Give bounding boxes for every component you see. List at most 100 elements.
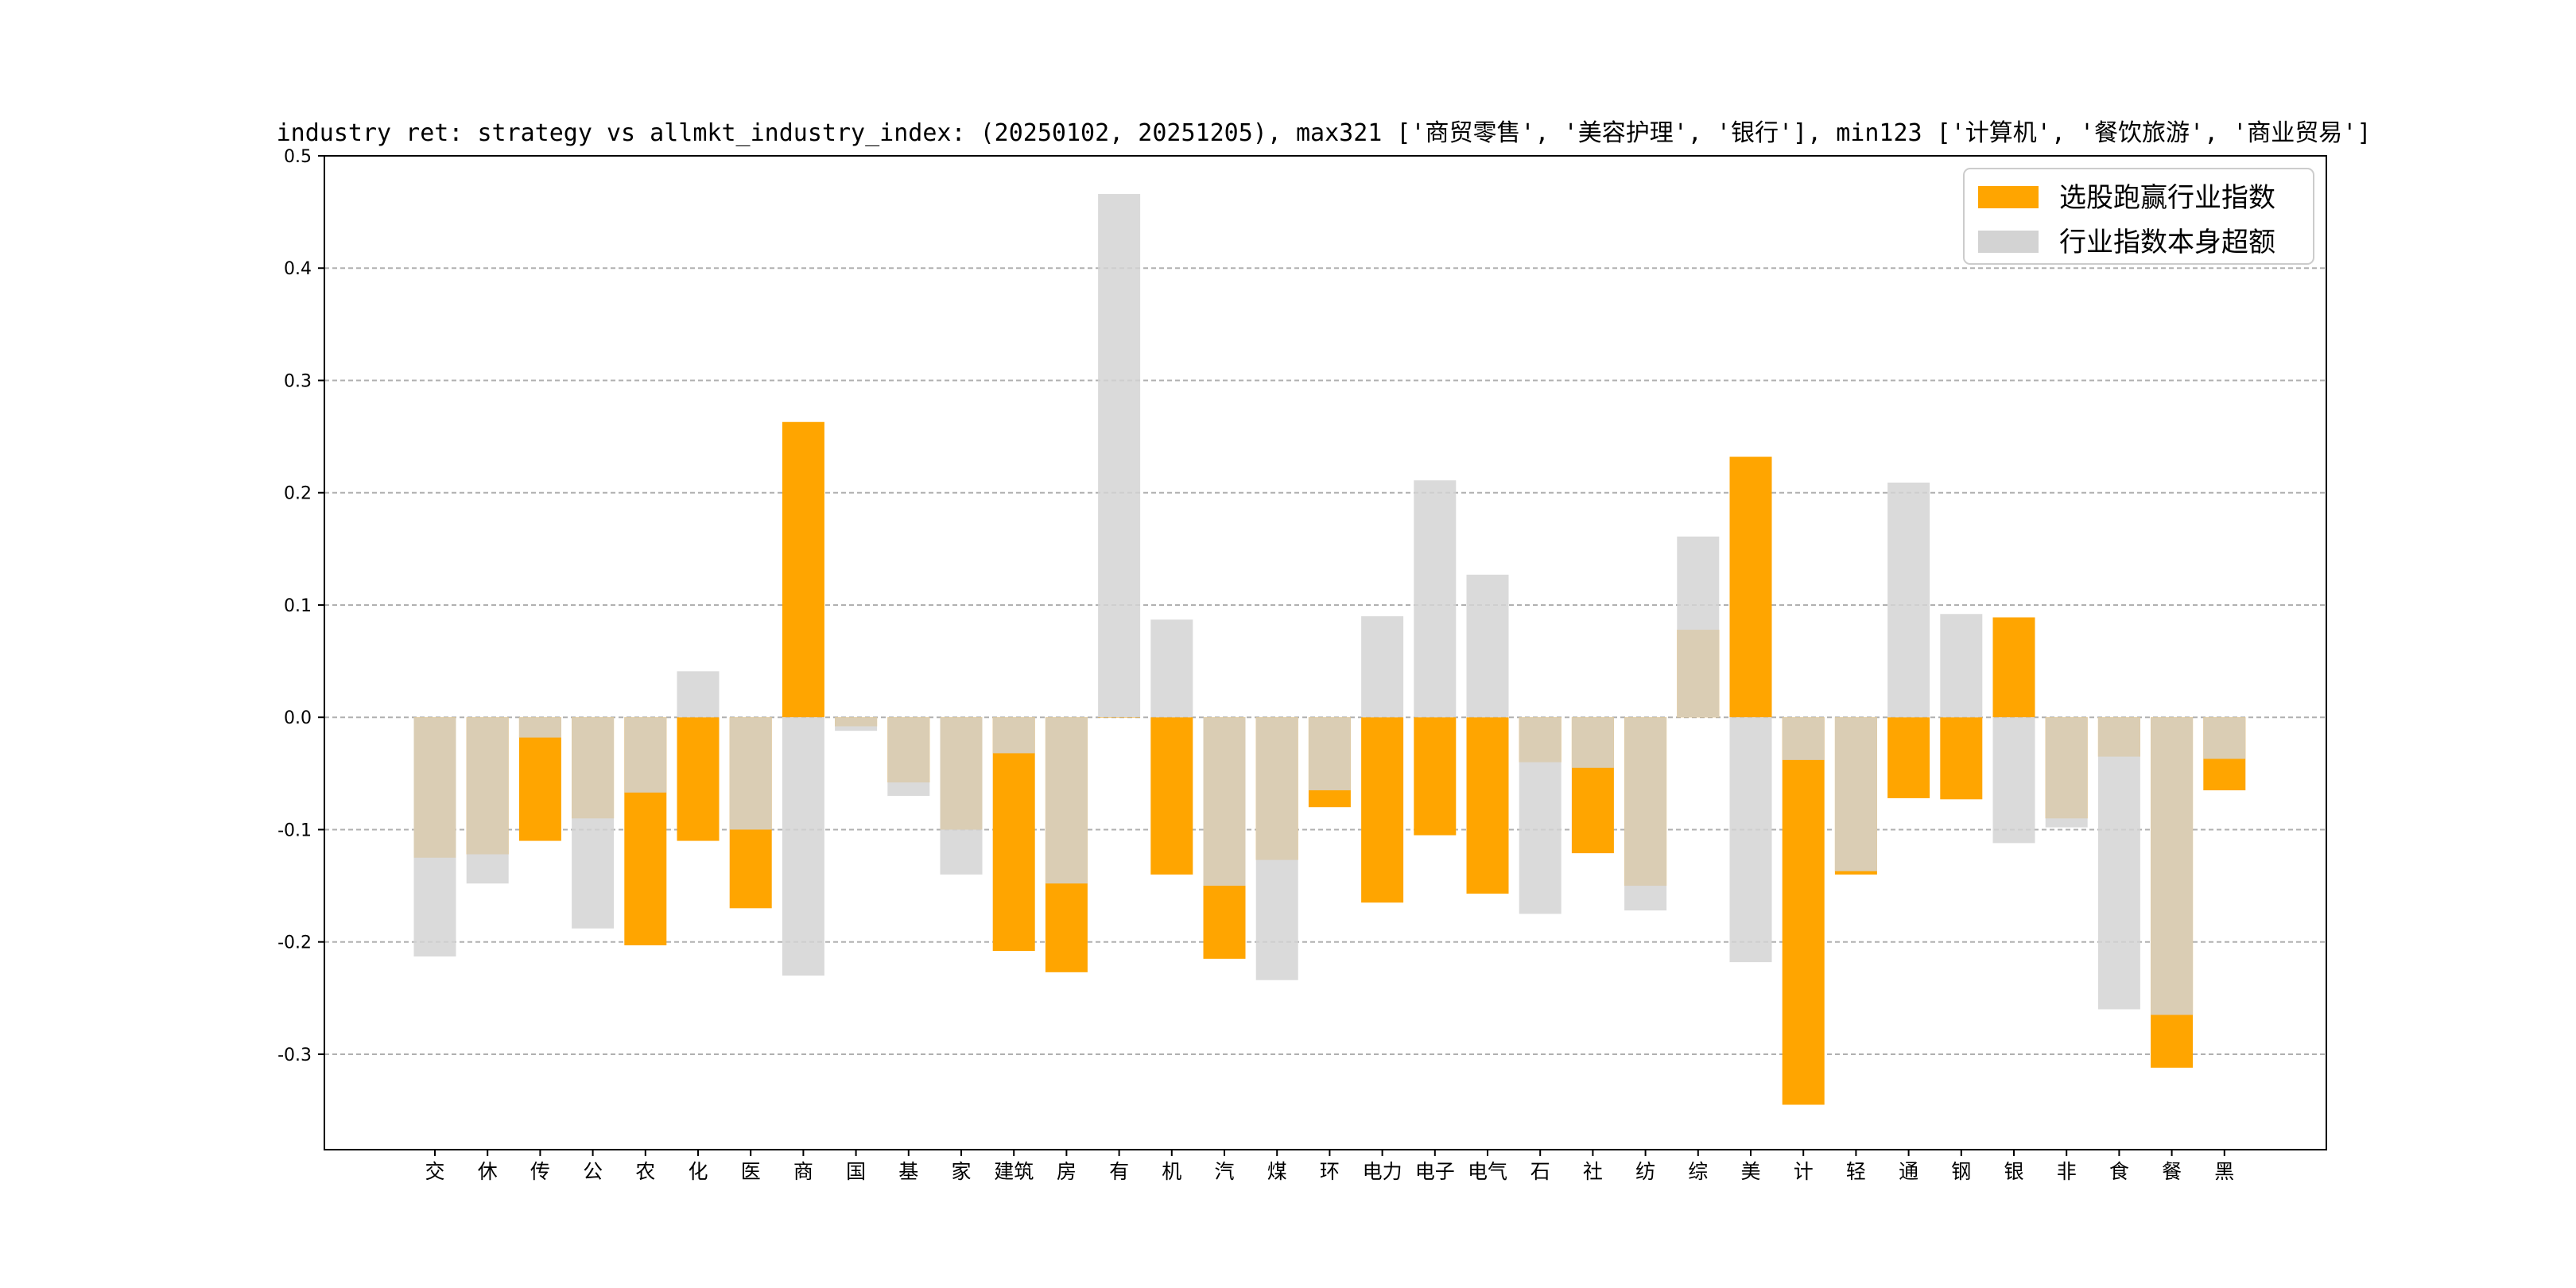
- bar-industry-excess: [835, 717, 878, 731]
- y-tick-label: 0.0: [284, 708, 312, 728]
- y-tick-label: -0.1: [277, 821, 312, 840]
- x-tick-label: 美: [1740, 1160, 1760, 1183]
- x-tick-label: 医: [741, 1160, 761, 1183]
- bar-industry-excess: [1782, 717, 1825, 760]
- x-tick-label: 煤: [1267, 1160, 1287, 1183]
- bar-industry-excess: [2151, 717, 2194, 1015]
- bar-industry-excess: [466, 717, 509, 884]
- y-tick-label: 0.5: [284, 147, 312, 167]
- bar-industry-excess: [1098, 194, 1141, 718]
- bar-industry-excess: [992, 717, 1035, 754]
- y-tick-label: 0.3: [284, 371, 312, 391]
- x-tick-label: 家: [951, 1160, 971, 1183]
- x-tick-label: 汽: [1214, 1160, 1234, 1183]
- bar-industry-excess: [1361, 616, 1404, 718]
- bar-industry-excess: [1940, 614, 1983, 718]
- legend-box: [1963, 168, 2314, 265]
- bar-industry-excess: [624, 717, 667, 793]
- bar-industry-excess: [518, 717, 561, 738]
- x-tick-label: 银: [2004, 1160, 2023, 1183]
- x-tick-label: 钢: [1951, 1160, 1971, 1183]
- bar-industry-excess: [729, 717, 772, 830]
- bar-industry-excess: [1571, 717, 1614, 768]
- x-tick-label: 商: [793, 1160, 813, 1183]
- bar-strategy: [1150, 717, 1193, 875]
- x-tick-label: 电力: [1363, 1160, 1402, 1183]
- bar-industry-excess: [1519, 717, 1562, 914]
- legend-label: 行业指数本身超额: [2059, 227, 2275, 258]
- bar-strategy: [992, 717, 1035, 951]
- bar-industry-excess: [1992, 717, 2035, 844]
- x-tick-label: 传: [530, 1160, 550, 1183]
- y-tick-label: 0.1: [284, 596, 312, 616]
- x-tick-label: 社: [1583, 1160, 1603, 1183]
- bar-industry-excess: [1414, 480, 1457, 718]
- bar-industry-excess: [1466, 574, 1509, 718]
- x-tick-label: 公: [583, 1160, 603, 1183]
- bar-industry-excess: [1255, 717, 1298, 980]
- x-tick-label: 黑: [2214, 1160, 2234, 1183]
- x-tick-label: 通: [1899, 1160, 1918, 1183]
- bar-industry-excess: [1677, 536, 1720, 718]
- bar-industry-excess: [1887, 483, 1930, 718]
- x-tick-label: 房: [1057, 1160, 1077, 1183]
- x-tick-label: 轻: [1846, 1160, 1866, 1183]
- bar-strategy: [782, 421, 824, 718]
- x-tick-label: 基: [898, 1160, 918, 1183]
- x-tick-label: 餐: [2162, 1160, 2182, 1183]
- bar-strategy: [1466, 717, 1509, 894]
- legend-swatch: [1978, 231, 2039, 253]
- legend-swatch: [1978, 186, 2039, 208]
- bar-industry-excess: [1834, 717, 1877, 871]
- bar-industry-excess: [1150, 619, 1193, 718]
- bar-strategy: [1414, 717, 1457, 836]
- bar-industry-excess: [1045, 717, 1088, 884]
- x-tick-label: 综: [1688, 1160, 1708, 1183]
- bar-industry-excess: [782, 717, 824, 976]
- bar-industry-excess: [677, 671, 720, 718]
- bar-industry-excess: [2203, 717, 2246, 759]
- x-tick-label: 食: [2109, 1160, 2129, 1183]
- bar-strategy: [1361, 717, 1404, 903]
- x-tick-label: 非: [2057, 1160, 2077, 1183]
- bar-strategy: [1992, 617, 2035, 718]
- x-tick-label: 电子: [1415, 1160, 1455, 1183]
- x-tick-label: 纺: [1635, 1160, 1655, 1183]
- bar-industry-excess: [413, 717, 456, 957]
- x-tick-label: 环: [1320, 1160, 1340, 1183]
- x-tick-label: 有: [1109, 1160, 1129, 1183]
- y-tick-label: -0.2: [277, 933, 312, 953]
- x-tick-label: 交: [425, 1160, 444, 1183]
- x-tick-label: 计: [1794, 1160, 1814, 1183]
- bar-strategy: [1940, 717, 1983, 800]
- x-tick-label: 农: [635, 1160, 655, 1183]
- bar-strategy: [518, 717, 561, 841]
- y-tick-label: 0.4: [284, 259, 312, 279]
- legend-label: 选股跑赢行业指数: [2059, 182, 2275, 214]
- chart-title: industry ret: strategy vs allmkt_industr…: [277, 119, 2372, 147]
- y-tick-label: 0.2: [284, 484, 312, 504]
- bars: [413, 194, 2246, 1105]
- bar-strategy: [1887, 717, 1930, 798]
- x-tick-label: 机: [1162, 1160, 1181, 1183]
- plot-frame: [324, 155, 2327, 1150]
- bar-strategy: [1098, 717, 1141, 718]
- x-tick-label: 电气: [1468, 1160, 1507, 1183]
- x-tick-label: 建筑: [994, 1160, 1034, 1183]
- bar-industry-excess: [572, 717, 615, 929]
- x-tick-label: 石: [1530, 1160, 1550, 1183]
- bar-strategy: [1782, 717, 1825, 1105]
- bar-strategy: [1729, 456, 1772, 718]
- bar-industry-excess: [940, 717, 983, 875]
- bar-industry-excess: [2097, 717, 2140, 1010]
- x-tick-label: 休: [478, 1160, 498, 1183]
- bar-industry-excess: [1203, 717, 1246, 886]
- bar-industry-excess: [1308, 717, 1351, 791]
- bar-industry-excess: [887, 717, 930, 797]
- y-tick-label: -0.3: [277, 1046, 312, 1065]
- bar-industry-excess: [1624, 717, 1667, 911]
- bar-industry-excess: [2045, 717, 2088, 828]
- x-tick-label: 化: [688, 1160, 708, 1183]
